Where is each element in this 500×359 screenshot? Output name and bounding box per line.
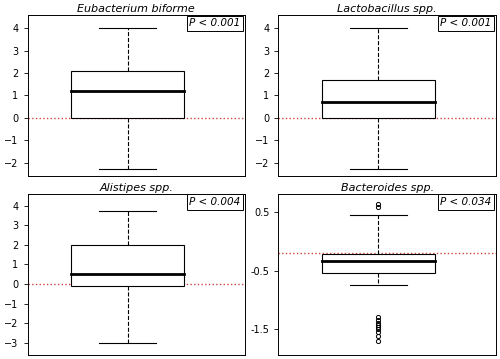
Bar — [322, 80, 435, 118]
Bar — [71, 245, 184, 286]
Title: Alistipes spp.: Alistipes spp. — [100, 183, 173, 193]
Bar — [71, 71, 184, 118]
Text: P < 0.034: P < 0.034 — [440, 197, 492, 207]
Title: Eubacterium biforme: Eubacterium biforme — [78, 4, 195, 14]
Title: Bacteroides spp.: Bacteroides spp. — [340, 183, 434, 193]
Title: Lactobacillus spp.: Lactobacillus spp. — [338, 4, 437, 14]
Bar — [322, 254, 435, 274]
Text: P < 0.001: P < 0.001 — [440, 18, 492, 28]
Text: P < 0.004: P < 0.004 — [190, 197, 240, 207]
Text: P < 0.001: P < 0.001 — [190, 18, 240, 28]
